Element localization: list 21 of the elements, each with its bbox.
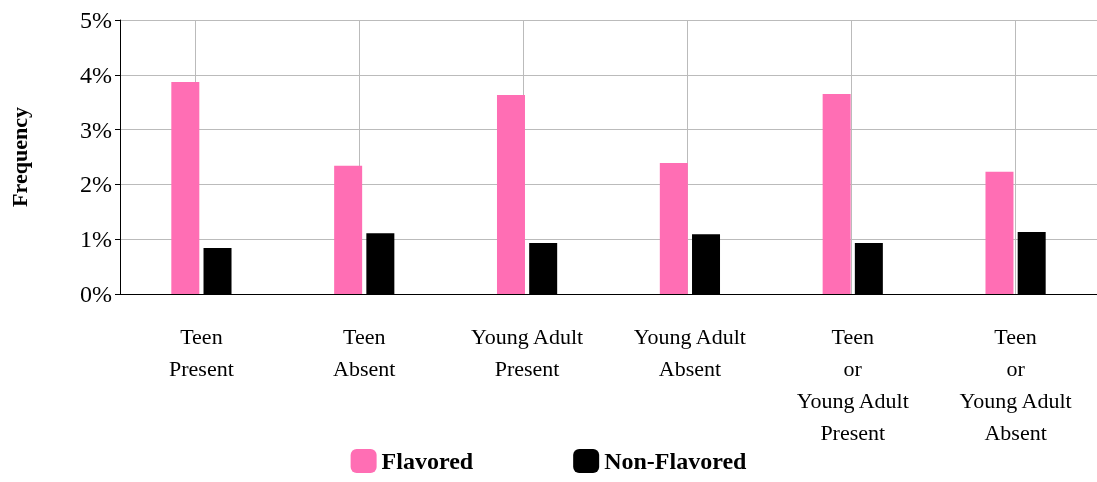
x-tick-label: Teen or Young Adult Absent bbox=[959, 323, 1072, 445]
x-tick-label: Teen or Young Adult Present bbox=[796, 323, 909, 445]
bar bbox=[985, 171, 1014, 294]
y-axis-title: Frequency bbox=[6, 107, 32, 207]
x-tick-label: Young Adult Present bbox=[471, 323, 584, 381]
bar bbox=[171, 81, 200, 294]
y-tick-label: 4% bbox=[80, 61, 112, 88]
y-tick-label: 3% bbox=[80, 116, 112, 143]
y-tick-label: 2% bbox=[80, 171, 112, 198]
x-tick-label: Teen Present bbox=[169, 323, 234, 381]
x-tick-label: Teen Absent bbox=[333, 323, 396, 381]
y-tick-label: 0% bbox=[80, 281, 112, 307]
bar bbox=[496, 95, 525, 294]
x-tick-label: Young Adult Absent bbox=[633, 323, 746, 381]
bar bbox=[659, 163, 688, 294]
y-tick-label: 1% bbox=[80, 226, 112, 253]
legend-label: Flavored bbox=[381, 448, 474, 474]
bar bbox=[334, 165, 363, 294]
legend-label: Non-Flavored bbox=[604, 448, 748, 474]
y-tick-label: 5% bbox=[80, 7, 112, 33]
bar bbox=[822, 93, 851, 294]
